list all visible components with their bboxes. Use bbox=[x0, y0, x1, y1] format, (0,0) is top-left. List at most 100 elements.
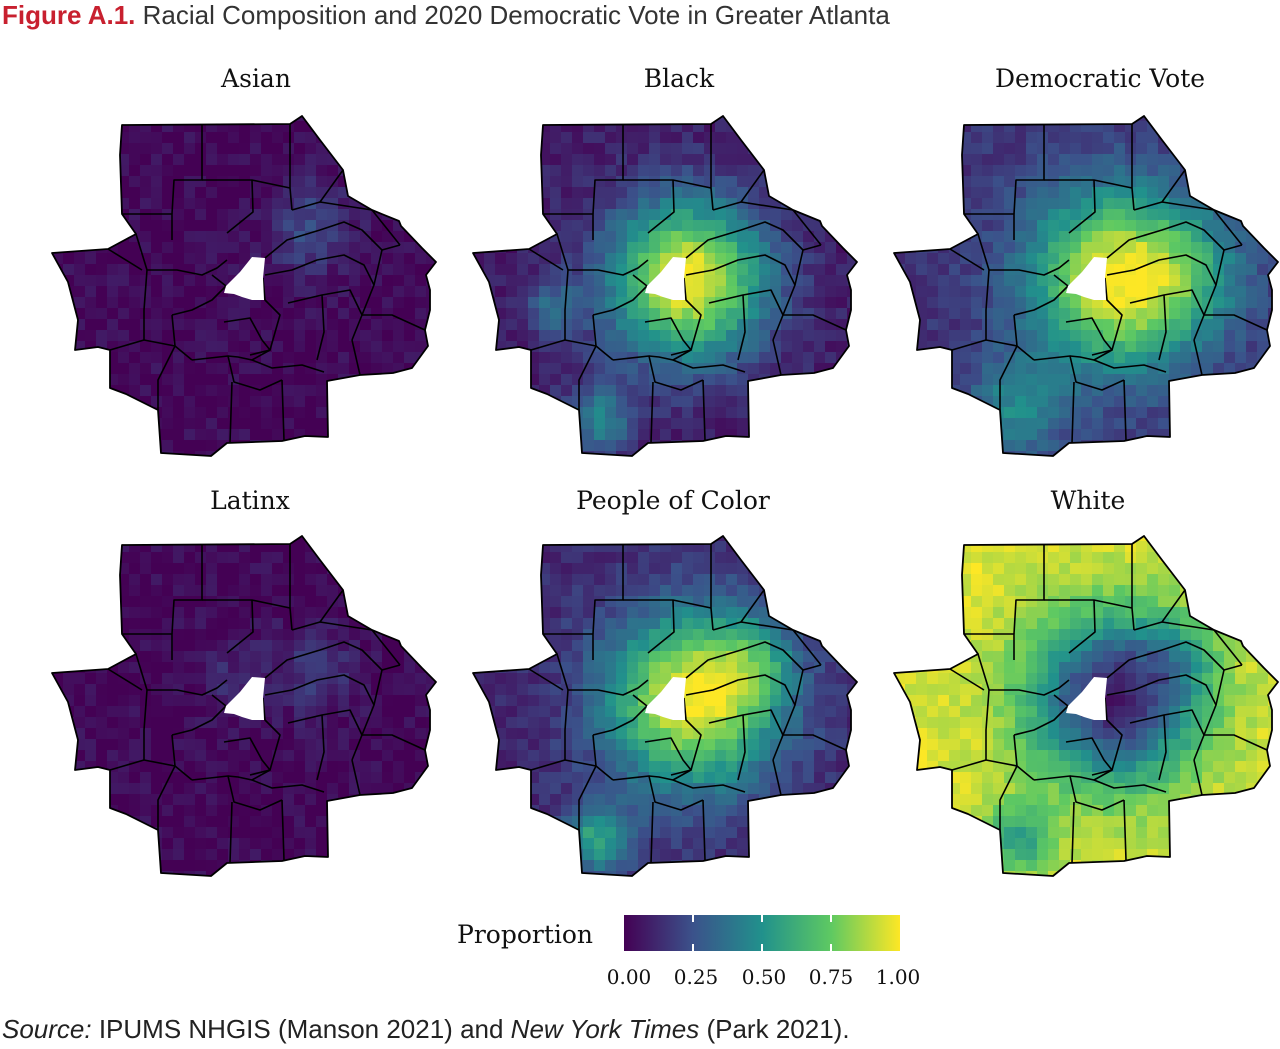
county-border bbox=[1161, 201, 1215, 211]
county-border bbox=[556, 233, 569, 340]
tract-cell bbox=[327, 407, 339, 419]
tract-cell bbox=[484, 116, 496, 122]
tract-cell bbox=[272, 286, 284, 298]
tract-cell bbox=[682, 121, 694, 133]
tract-cell bbox=[426, 860, 436, 872]
tract-cell bbox=[294, 684, 306, 696]
tract-cell bbox=[63, 121, 75, 133]
tract-cell bbox=[916, 418, 928, 430]
tract-cell bbox=[649, 132, 661, 144]
tract-cell bbox=[550, 440, 562, 452]
tract-cell bbox=[239, 574, 251, 586]
tract-cell bbox=[371, 827, 383, 839]
tract-cell bbox=[561, 154, 573, 166]
tract-cell bbox=[85, 849, 97, 861]
county-border bbox=[647, 179, 675, 234]
tract-cell bbox=[484, 176, 496, 188]
tract-cell bbox=[916, 209, 928, 221]
tract-cell bbox=[484, 574, 496, 586]
tract-cell bbox=[704, 308, 716, 320]
tract-cell bbox=[737, 352, 749, 364]
tract-cell bbox=[195, 860, 207, 872]
tract-cell bbox=[737, 596, 749, 608]
tract-cell bbox=[217, 563, 229, 575]
tract-cell bbox=[715, 541, 727, 553]
tract-cell bbox=[759, 374, 771, 386]
tract-cell bbox=[539, 407, 551, 419]
tract-cell bbox=[239, 330, 251, 342]
tract-cell bbox=[327, 574, 339, 586]
tract-cell bbox=[1114, 297, 1126, 309]
tract-cell bbox=[228, 673, 240, 685]
tract-cell bbox=[473, 209, 485, 221]
tract-cell bbox=[404, 451, 416, 456]
tract-cell bbox=[1147, 385, 1159, 397]
tract-cell bbox=[759, 352, 771, 364]
tract-cell bbox=[792, 374, 804, 386]
tract-cell bbox=[960, 198, 972, 210]
tract-cell bbox=[239, 319, 251, 331]
tract-cell bbox=[250, 198, 262, 210]
tract-cell bbox=[217, 552, 229, 564]
tract-cell bbox=[294, 242, 306, 254]
tract-cell bbox=[792, 220, 804, 232]
tract-cell bbox=[1059, 396, 1071, 408]
tract-cell bbox=[960, 429, 972, 441]
county-border bbox=[644, 317, 692, 361]
tract-cell bbox=[927, 116, 939, 122]
tract-cell bbox=[74, 451, 86, 456]
tract-cell bbox=[770, 165, 782, 177]
tract-cell bbox=[550, 308, 562, 320]
tract-cell bbox=[107, 429, 119, 441]
tract-cell bbox=[1037, 198, 1049, 210]
tract-cell bbox=[971, 330, 983, 342]
tract-cell bbox=[616, 574, 628, 586]
tract-cell bbox=[382, 783, 394, 795]
tract-cell bbox=[814, 451, 826, 456]
tract-cell bbox=[316, 827, 328, 839]
tract-cell bbox=[627, 407, 639, 419]
tract-cell bbox=[74, 783, 86, 795]
tract-cell bbox=[938, 429, 950, 441]
tract-cell bbox=[484, 308, 496, 320]
tract-cell bbox=[726, 275, 738, 287]
tract-cell bbox=[437, 297, 449, 309]
tract-cell bbox=[1147, 418, 1159, 430]
tract-cell bbox=[1125, 429, 1137, 441]
tract-cell bbox=[583, 596, 595, 608]
tract-cell bbox=[140, 574, 152, 586]
tract-cell bbox=[371, 585, 383, 597]
tract-cell bbox=[916, 253, 928, 265]
tract-cell bbox=[1224, 132, 1236, 144]
tract-cell bbox=[140, 198, 152, 210]
tract-cell bbox=[118, 750, 130, 762]
tract-cell bbox=[814, 440, 826, 452]
tract-cell bbox=[927, 286, 939, 298]
tract-cell bbox=[1235, 253, 1247, 265]
tract-cell bbox=[283, 651, 295, 663]
tract-cell bbox=[239, 363, 251, 375]
tract-cell bbox=[993, 352, 1005, 364]
tract-cell bbox=[1213, 341, 1225, 353]
tract-cell bbox=[261, 871, 273, 876]
tract-cell bbox=[184, 385, 196, 397]
tract-cell bbox=[1103, 396, 1115, 408]
county-border bbox=[578, 345, 597, 410]
tract-cell bbox=[393, 618, 405, 630]
tract-cell bbox=[162, 816, 174, 828]
tract-cell bbox=[1125, 451, 1137, 456]
tract-cell bbox=[836, 275, 848, 287]
tract-cell bbox=[404, 816, 416, 828]
tract-cell bbox=[1224, 374, 1236, 386]
tract-cell bbox=[894, 154, 906, 166]
tract-cell bbox=[294, 596, 306, 608]
tract-cell bbox=[847, 536, 857, 542]
tract-cell bbox=[1037, 451, 1049, 456]
tract-cell bbox=[660, 363, 672, 375]
tract-cell bbox=[759, 341, 771, 353]
tract-cell bbox=[484, 363, 496, 375]
tract-cell bbox=[638, 330, 650, 342]
tract-cell bbox=[96, 651, 108, 663]
tract-cell bbox=[261, 363, 273, 375]
tract-cell bbox=[96, 264, 108, 276]
